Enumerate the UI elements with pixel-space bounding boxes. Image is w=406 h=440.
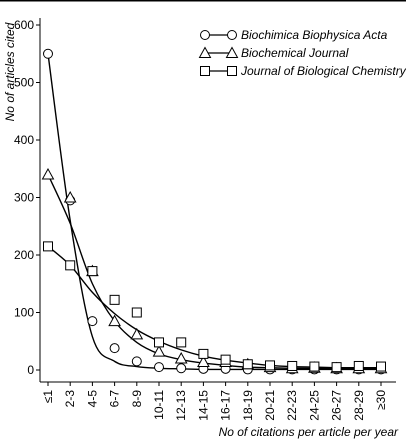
legend-label: Biochimica Biophysica Acta — [241, 28, 388, 42]
x-tick-label: 10-11 — [152, 390, 166, 420]
x-tick-label: 28-29 — [352, 390, 366, 421]
x-tick-label: 18-19 — [241, 390, 255, 421]
legend: Biochimica Biophysica Acta Biochemical Jo… — [198, 28, 406, 78]
y-tick-label: 400 — [14, 133, 34, 147]
data-point — [41, 167, 55, 180]
legend-marker — [200, 66, 210, 76]
data-point — [198, 348, 209, 359]
data-point — [43, 48, 53, 59]
data-point — [176, 363, 187, 374]
legend-marker — [227, 66, 237, 76]
data-point — [130, 327, 144, 340]
series-triangle — [47, 174, 381, 370]
data-point — [43, 241, 53, 252]
x-tick-label: 14-15 — [196, 390, 210, 421]
legend-marker — [225, 46, 239, 58]
x-tick-label: 20-21 — [263, 390, 277, 421]
series-markers-square — [43, 241, 386, 373]
data-point — [152, 345, 166, 357]
data-point — [176, 337, 187, 348]
data-point — [131, 356, 142, 367]
x-axis-title: No of citations per article per year — [219, 425, 399, 439]
x-tick-label: 26-27 — [330, 390, 344, 421]
data-point — [265, 360, 275, 371]
series-line — [47, 53, 381, 371]
x-axis-ticks: ≤1 2-3 4-5 6-7 8-9 10-11 12-13 14-15 16-17 18-19 2… — [41, 382, 388, 421]
legend-item: Journal of Biological Chemistry — [200, 64, 406, 78]
x-tick-label: 2-3 — [63, 390, 77, 408]
legend-label: Journal of Biological Chemistry — [240, 64, 406, 78]
y-tick-label: 600 — [14, 18, 34, 32]
y-tick-label: 100 — [14, 306, 34, 320]
y-axis-title: No of articles cited — [3, 22, 17, 121]
x-tick-label: 12-13 — [174, 390, 188, 421]
x-tick-label: 4-5 — [85, 390, 99, 408]
x-tick-label: ≥30 — [374, 390, 388, 410]
data-point — [109, 294, 120, 305]
series-markers-circle — [43, 48, 386, 375]
data-point — [154, 362, 164, 373]
legend-marker — [200, 30, 210, 40]
data-point — [174, 351, 188, 364]
x-tick-label: 22-23 — [285, 390, 299, 421]
data-point — [65, 260, 76, 271]
x-tick-label: 24-25 — [307, 390, 321, 421]
legend-marker — [198, 46, 212, 58]
y-tick-label: 300 — [14, 191, 34, 205]
data-point — [63, 190, 77, 203]
data-point — [109, 343, 120, 354]
y-tick-label: 0 — [27, 363, 34, 377]
data-point — [242, 359, 253, 370]
data-point — [376, 361, 386, 372]
data-point — [131, 307, 142, 318]
series-square — [47, 245, 382, 369]
data-point — [87, 316, 98, 327]
series-circle — [47, 53, 381, 371]
data-point — [108, 314, 121, 327]
x-tick-label: 8-9 — [130, 390, 144, 408]
data-point — [197, 355, 210, 367]
y-tick-label: 200 — [14, 248, 34, 262]
legend-label: Biochemical Journal — [241, 46, 349, 60]
data-point — [287, 360, 298, 371]
series-layer — [41, 48, 388, 375]
legend-item: Biochemical Journal — [198, 46, 349, 60]
data-point — [154, 337, 164, 348]
series-line — [47, 245, 382, 369]
y-axis-ticks: 0 100 200 300 400 500 600 — [14, 18, 40, 377]
legend-marker — [227, 30, 237, 40]
data-point — [309, 361, 320, 372]
data-point — [220, 354, 231, 365]
series-line — [47, 174, 381, 370]
data-point — [331, 362, 342, 373]
data-point — [87, 266, 98, 277]
x-tick-label: ≤1 — [41, 390, 55, 404]
x-tick-label: 16-17 — [219, 390, 233, 421]
x-tick-label: 6-7 — [108, 390, 122, 408]
data-point — [353, 360, 364, 371]
legend-item: Biochimica Biophysica Acta — [200, 28, 388, 42]
y-tick-label: 500 — [14, 76, 34, 90]
